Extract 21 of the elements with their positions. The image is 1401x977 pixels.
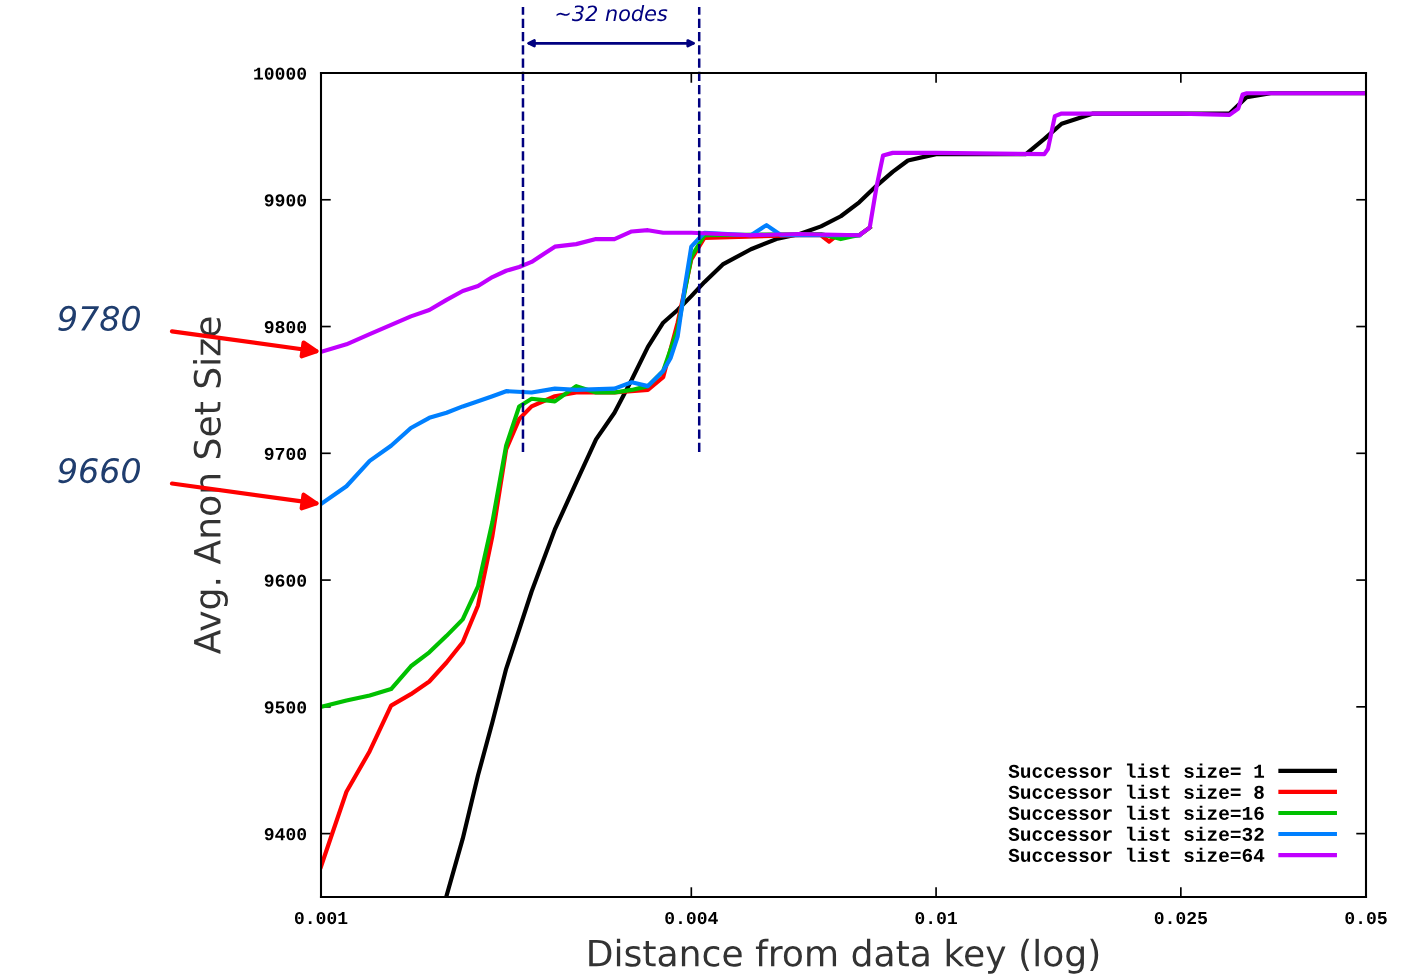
y-tick-label: 9400 (264, 828, 307, 841)
annotation: 9780 (58, 305, 140, 332)
legend-label: Successor list size= 1 (1008, 763, 1265, 778)
y-tick-label: 9900 (264, 194, 307, 207)
x-tick-label: 0.004 (665, 911, 718, 925)
y-tick-label: 10000 (254, 67, 307, 80)
legend-label: Successor list size=32 (1008, 826, 1264, 842)
text: ~32 nodes (556, 5, 668, 22)
annotation: 9660 (58, 457, 140, 484)
legend-label: Successor list size=64 (1008, 847, 1265, 863)
x-tick-label: 0.05 (1345, 911, 1387, 925)
legend-label: Successor list size= 8 (1008, 784, 1264, 799)
y-tick-label: 9800 (264, 321, 307, 334)
y-tick-label: 9700 (264, 447, 307, 461)
x-tick-label: 0.025 (1154, 911, 1207, 925)
x-axis-title: Distance from data key (log) (589, 938, 1099, 974)
x-tick-label: 0.001 (294, 911, 348, 925)
y-tick-label: 9500 (264, 701, 307, 714)
y-tick-label: 9600 (264, 574, 307, 587)
x-tick-label: 0.01 (915, 911, 957, 925)
legend-label: Successor list size=16 (1008, 805, 1264, 820)
